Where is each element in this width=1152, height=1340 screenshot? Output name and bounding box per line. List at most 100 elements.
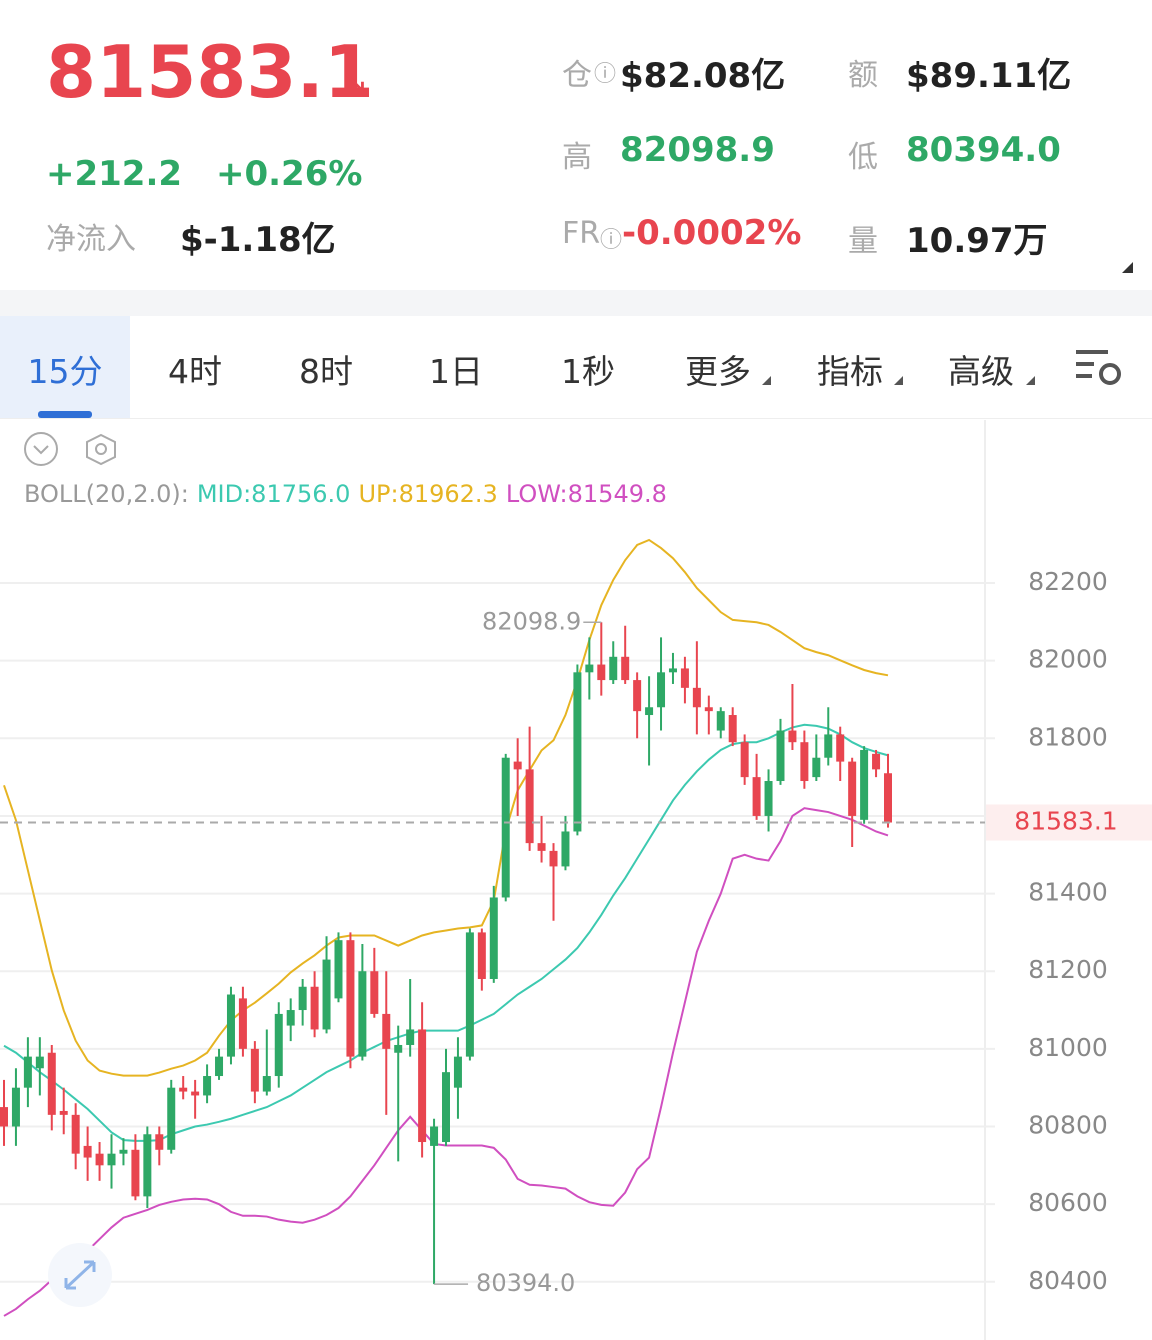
candle-body	[334, 940, 343, 999]
divider	[0, 290, 1152, 316]
candle-body	[47, 1052, 56, 1115]
tab[interactable]: 15分	[27, 352, 103, 391]
stat-label: 额	[848, 58, 878, 93]
y-tick-label: 80800	[1028, 1110, 1108, 1139]
stat-label: FR	[562, 216, 601, 251]
tab[interactable]: 8时	[299, 352, 353, 391]
y-tick-label: 81400	[1028, 878, 1108, 907]
stat-label: 高	[562, 140, 592, 175]
candle-body	[513, 761, 522, 770]
candle-body	[764, 781, 773, 816]
candle-body	[370, 971, 379, 1014]
indicator-name: BOLL(20,2.0):	[24, 480, 189, 508]
candle-body	[609, 656, 618, 681]
candle-body	[35, 1056, 44, 1069]
candle-body	[680, 668, 689, 688]
candle-body	[382, 1013, 391, 1049]
y-tick-label: 80400	[1028, 1266, 1108, 1295]
candle-body	[633, 680, 642, 712]
low-marker: 80394.0	[476, 1269, 575, 1297]
stat-value: 82098.9	[620, 130, 775, 170]
candle-body	[346, 940, 355, 1057]
candle-body	[752, 777, 761, 816]
dropdown-mark	[894, 376, 903, 385]
down-arrow: ↘	[340, 62, 369, 102]
candle-body	[262, 1076, 271, 1092]
candle-body	[561, 831, 570, 867]
candle-body	[549, 850, 558, 867]
candle-body	[824, 734, 833, 758]
candle-body	[597, 664, 606, 681]
candle-body	[621, 656, 630, 681]
tab[interactable]: 4时	[168, 352, 222, 391]
y-tick-label: 80600	[1028, 1188, 1108, 1217]
candle-body	[836, 734, 845, 762]
candle-body	[430, 1126, 439, 1146]
candle-body	[692, 687, 701, 708]
indicator-mid: MID:81756.0	[196, 480, 351, 508]
candle-body	[119, 1149, 128, 1154]
candle-body	[179, 1087, 188, 1092]
indicator-up: UP:81962.3	[358, 480, 498, 508]
candle-body	[453, 1056, 462, 1088]
candle-body	[167, 1087, 176, 1150]
candle-body	[131, 1149, 140, 1197]
stat-label: 仓	[562, 58, 592, 93]
chart: 8040080600808008100081200814008160081800…	[0, 420, 1152, 1340]
candle-body	[585, 664, 594, 673]
candle-body	[155, 1134, 164, 1150]
candle-body	[465, 932, 474, 1057]
candle-body	[537, 843, 546, 851]
toolbar-icons[interactable]	[24, 432, 124, 468]
expand-icon	[64, 1260, 96, 1290]
tab[interactable]: 指标	[817, 352, 883, 391]
y-tick-label: 82200	[1028, 567, 1108, 596]
tab[interactable]: 1日	[429, 352, 483, 391]
candle-body	[250, 1048, 259, 1092]
candle-body	[11, 1087, 20, 1127]
indicator-low: LOW:81549.8	[505, 480, 667, 508]
candle-body	[477, 932, 486, 979]
corner-mark	[1122, 262, 1133, 273]
candle-body	[740, 742, 749, 778]
stat-value: 10.97万	[906, 221, 1048, 261]
tab-active-bg	[0, 316, 130, 418]
dropdown-mark	[1026, 376, 1035, 385]
candle-body	[418, 1029, 427, 1143]
candle-body	[872, 753, 881, 770]
candle-body	[860, 749, 869, 820]
help-icon[interactable]: ⓘ	[600, 228, 623, 253]
candle-body	[884, 773, 892, 823]
candle-body	[143, 1134, 152, 1197]
candle-body	[59, 1110, 68, 1115]
candle-body	[71, 1114, 80, 1154]
candle-body	[406, 1029, 415, 1045]
y-tick-label: 81200	[1028, 955, 1108, 984]
help-icon[interactable]: ⓘ	[594, 62, 617, 87]
candle-body	[107, 1153, 116, 1166]
candle-body	[191, 1091, 200, 1096]
tab[interactable]: 更多	[685, 352, 751, 391]
candle-body	[238, 998, 247, 1049]
net-inflow: $-1.18亿	[180, 220, 336, 260]
tab[interactable]: 1秒	[561, 352, 615, 391]
candle-body	[322, 959, 331, 1030]
stat-value: $89.11亿	[906, 56, 1072, 96]
candle-body	[800, 742, 809, 782]
candle-body	[848, 761, 857, 816]
candle-body	[83, 1145, 92, 1158]
stat-value: $82.08亿	[620, 56, 786, 96]
candle-body	[812, 757, 821, 778]
candle-body	[776, 730, 785, 782]
price: 81583.1	[46, 30, 374, 114]
candle-body	[203, 1076, 212, 1096]
tab[interactable]: 高级	[948, 352, 1014, 391]
settings-icon[interactable]	[1074, 348, 1126, 388]
candle-body	[489, 897, 498, 979]
stat-value: 80394.0	[906, 130, 1061, 170]
high-marker: 82098.9	[482, 607, 581, 635]
candle-body	[573, 672, 582, 832]
candle-body	[645, 707, 654, 716]
change-pct: +0.26%	[216, 154, 363, 194]
